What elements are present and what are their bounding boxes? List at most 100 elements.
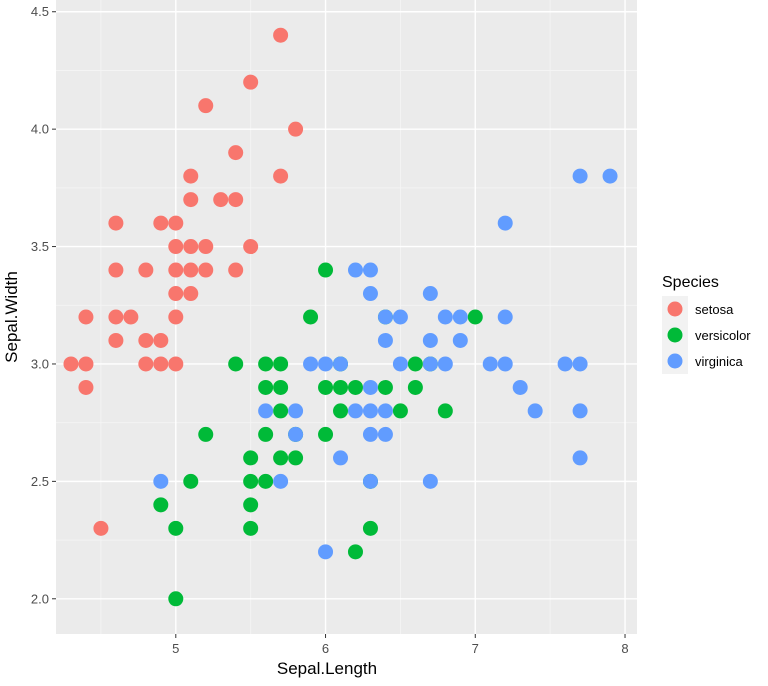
- legend-title: Species: [662, 274, 719, 291]
- versicolor-point: [273, 356, 289, 372]
- setosa-point: [138, 356, 154, 372]
- x-axis: 5 6 7 8: [172, 634, 629, 656]
- virginica-point: [377, 426, 393, 442]
- setosa-point: [228, 192, 244, 208]
- virginica-point: [437, 309, 453, 325]
- setosa-point: [183, 262, 199, 278]
- versicolor-point: [288, 450, 304, 466]
- virginica-point: [377, 332, 393, 348]
- versicolor-point: [333, 403, 349, 419]
- x-tick-label: 7: [472, 641, 479, 656]
- versicolor-point: [258, 473, 274, 489]
- y-tick-label: 2.0: [31, 591, 49, 606]
- y-tick-label: 4.0: [31, 122, 49, 137]
- virginica-point: [288, 426, 304, 442]
- versicolor-point: [243, 520, 259, 536]
- virginica-point: [452, 309, 468, 325]
- setosa-point: [168, 356, 184, 372]
- setosa-point: [198, 239, 214, 255]
- setosa-point: [138, 262, 154, 278]
- legend-key-versicolor: [667, 327, 683, 343]
- versicolor-point: [258, 379, 274, 395]
- virginica-point: [362, 473, 378, 489]
- virginica-point: [482, 356, 498, 372]
- legend-label-setosa: setosa: [695, 302, 734, 317]
- setosa-point: [183, 192, 199, 208]
- legend-key-setosa: [667, 301, 683, 317]
- setosa-point: [153, 356, 169, 372]
- virginica-point: [527, 403, 543, 419]
- versicolor-point: [258, 356, 274, 372]
- setosa-point: [153, 332, 169, 348]
- setosa-point: [183, 239, 199, 255]
- virginica-point: [392, 309, 408, 325]
- versicolor-point: [198, 426, 214, 442]
- versicolor-point: [273, 450, 289, 466]
- setosa-point: [63, 356, 79, 372]
- virginica-point: [557, 356, 573, 372]
- setosa-point: [288, 121, 304, 137]
- versicolor-point: [228, 356, 244, 372]
- virginica-point: [258, 403, 274, 419]
- virginica-point: [362, 426, 378, 442]
- versicolor-point: [407, 356, 423, 372]
- setosa-point: [228, 262, 244, 278]
- setosa-point: [213, 192, 229, 208]
- versicolor-point: [303, 309, 319, 325]
- virginica-point: [392, 356, 408, 372]
- virginica-point: [437, 356, 453, 372]
- legend-key-virginica: [667, 353, 683, 369]
- setosa-point: [183, 168, 199, 184]
- versicolor-point: [168, 591, 184, 607]
- setosa-point: [93, 520, 109, 536]
- setosa-point: [168, 262, 184, 278]
- versicolor-point: [333, 379, 349, 395]
- setosa-point: [243, 239, 259, 255]
- setosa-point: [243, 74, 259, 90]
- virginica-point: [452, 332, 468, 348]
- virginica-point: [303, 356, 319, 372]
- virginica-point: [347, 403, 363, 419]
- setosa-point: [168, 309, 184, 325]
- y-tick-label: 3.5: [31, 239, 49, 254]
- x-tick-label: 8: [621, 641, 628, 656]
- versicolor-point: [318, 262, 334, 278]
- versicolor-point: [273, 403, 289, 419]
- virginica-point: [422, 356, 438, 372]
- setosa-point: [78, 379, 94, 395]
- setosa-point: [123, 309, 139, 325]
- setosa-point: [273, 27, 289, 43]
- setosa-point: [78, 356, 94, 372]
- virginica-point: [362, 262, 378, 278]
- setosa-point: [168, 215, 184, 231]
- virginica-point: [497, 215, 513, 231]
- versicolor-point: [347, 544, 363, 560]
- virginica-point: [362, 379, 378, 395]
- virginica-point: [602, 168, 618, 184]
- virginica-point: [273, 473, 289, 489]
- virginica-point: [422, 332, 438, 348]
- virginica-point: [153, 473, 169, 489]
- virginica-point: [333, 356, 349, 372]
- setosa-point: [168, 239, 184, 255]
- legend: Species setosa versicolor virginica: [662, 274, 751, 374]
- virginica-point: [377, 309, 393, 325]
- virginica-point: [572, 450, 588, 466]
- legend-label-virginica: virginica: [695, 354, 743, 369]
- virginica-point: [572, 168, 588, 184]
- versicolor-point: [273, 379, 289, 395]
- versicolor-point: [377, 379, 393, 395]
- setosa-point: [228, 145, 244, 161]
- versicolor-point: [318, 426, 334, 442]
- plot-panel: [56, 0, 637, 634]
- virginica-point: [512, 379, 528, 395]
- virginica-point: [422, 473, 438, 489]
- virginica-point: [497, 309, 513, 325]
- setosa-point: [183, 286, 199, 302]
- versicolor-point: [258, 426, 274, 442]
- versicolor-point: [243, 497, 259, 513]
- x-tick-label: 6: [322, 641, 329, 656]
- virginica-point: [333, 450, 349, 466]
- setosa-point: [198, 262, 214, 278]
